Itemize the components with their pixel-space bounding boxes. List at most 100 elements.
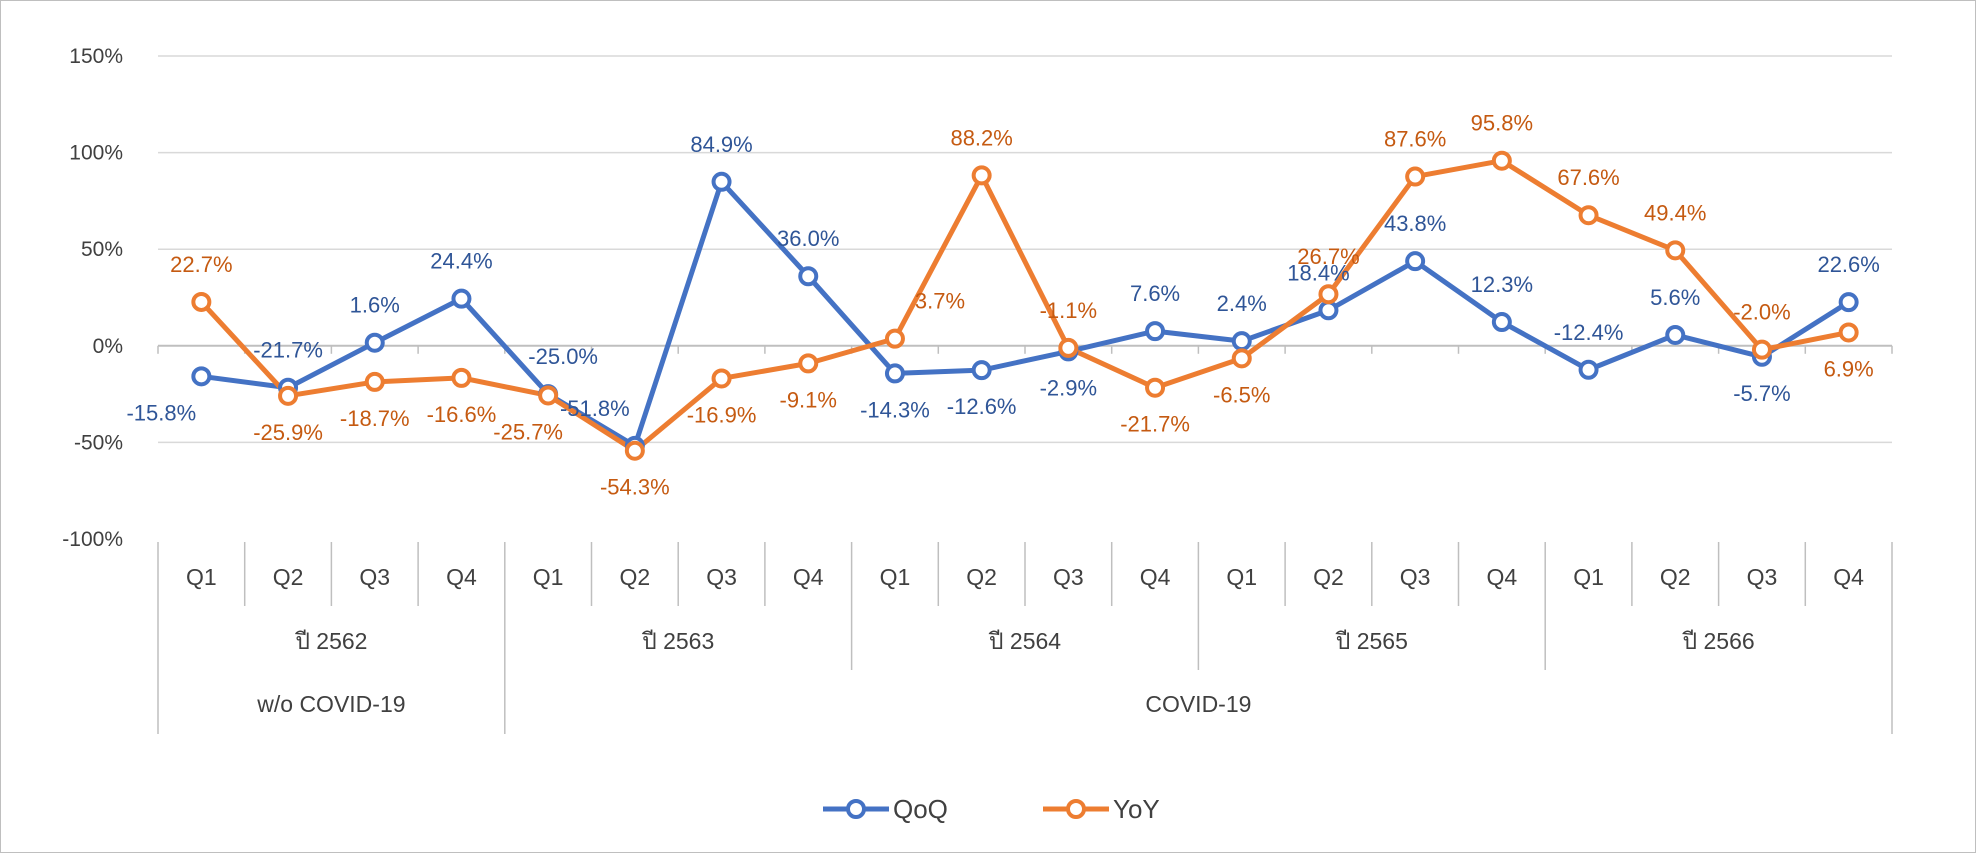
x-tick-label: Q1	[880, 564, 911, 590]
yoy-point	[798, 353, 819, 374]
yoy-data-label: 67.6%	[1557, 165, 1619, 190]
yoy-data-label: -16.9%	[687, 402, 757, 427]
qoq-data-label: -51.8%	[560, 396, 630, 421]
x-tick-label: Q2	[1313, 564, 1344, 590]
qoq-point	[1838, 292, 1859, 313]
y-axis-ticks: 150% 100% 50% 0% -50% -100%	[62, 45, 123, 551]
qoq-point	[1405, 251, 1426, 272]
x-tick-label: Q1	[1573, 564, 1604, 590]
qoq-point	[1231, 331, 1252, 352]
qoq-point	[711, 171, 732, 192]
qoq-data-label: -12.6%	[947, 394, 1017, 419]
qoq-point	[1665, 324, 1686, 345]
qoq-data-label: -12.4%	[1554, 320, 1624, 345]
qoq-point	[1491, 312, 1512, 333]
qoq-data-label: -15.8%	[126, 400, 196, 425]
yoy-point	[1145, 377, 1166, 398]
qoq-data-label: -2.9%	[1040, 375, 1097, 400]
qoq-point	[1318, 300, 1339, 321]
yoy-data-label: -1.1%	[1040, 298, 1097, 323]
yoy-data-label: 87.6%	[1384, 127, 1446, 152]
x-tick-label: Q1	[186, 564, 217, 590]
yoy-point	[451, 367, 472, 388]
y-tick-label: 150%	[69, 45, 123, 68]
x-tick-label: Q4	[446, 564, 477, 590]
qoq-line	[201, 179, 1850, 449]
legend-label: YoY	[1113, 794, 1160, 824]
yoy-data-label: -6.5%	[1213, 382, 1270, 407]
qoq-data-label: -25.0%	[528, 344, 598, 369]
yoy-point	[1231, 348, 1252, 369]
legend: QoQ YoY	[823, 794, 1160, 824]
x-tick-label: Q3	[1053, 564, 1084, 590]
qoq-data-label: 18.4%	[1287, 260, 1349, 285]
yoy-data-label: 26.7%	[1297, 244, 1359, 269]
x-tick-label: Q2	[1660, 564, 1691, 590]
year-group-label: ปี 2566	[1682, 628, 1755, 654]
series-lines	[191, 150, 1859, 461]
qoq-data-label: 22.6%	[1817, 252, 1879, 277]
period-group-label: w/o COVID-19	[256, 691, 405, 717]
x-tick-label: Q1	[1226, 564, 1257, 590]
qoq-data-label: -14.3%	[860, 397, 930, 422]
x-tick-label: Q2	[966, 564, 997, 590]
qoq-data-label: 5.6%	[1650, 285, 1700, 310]
yoy-point	[364, 371, 385, 392]
x-tick-label: Q4	[1833, 564, 1864, 590]
yoy-point	[884, 328, 905, 349]
yoy-data-label: -18.7%	[340, 406, 410, 431]
yoy-point	[971, 165, 992, 186]
y-tick-label: 50%	[81, 238, 123, 261]
yoy-point	[1838, 322, 1859, 343]
x-tick-label: Q2	[273, 564, 304, 590]
data-labels: -15.8% -21.7% 1.6% 24.4% -25.0% -51.8% 84.9% 36…	[126, 111, 1879, 500]
qoq-data-label: 2.4%	[1217, 291, 1267, 316]
year-group-label: ปี 2565	[1335, 628, 1408, 654]
qoq-point	[1145, 321, 1166, 342]
x-axis: Q1 Q2 Q3 Q4 Q1 Q2 Q3 Q4 Q1 Q2 Q3 Q4 Q1 Q2 Q3 Q4 Q1 Q2 Q3 Q4…	[157, 542, 1893, 734]
qoq-data-label: 1.6%	[350, 293, 400, 318]
period-group-label: COVID-19	[1145, 691, 1251, 717]
yoy-line	[199, 158, 1850, 454]
qoq-point	[451, 288, 472, 309]
yoy-point	[1491, 150, 1512, 171]
x-tick-label: Q3	[1747, 564, 1778, 590]
yoy-data-label: -25.9%	[253, 420, 323, 445]
qoq-point	[1578, 359, 1599, 380]
yoy-data-label: -54.3%	[600, 475, 670, 500]
yoy-point	[538, 385, 559, 406]
yoy-point	[711, 368, 732, 389]
yoy-point	[1318, 284, 1339, 305]
y-tick-label: -100%	[62, 528, 123, 551]
yoy-point	[191, 291, 212, 312]
yoy-point	[1751, 339, 1772, 360]
yoy-data-label: -9.1%	[780, 387, 837, 412]
yoy-point	[1665, 240, 1686, 261]
qoq-point	[971, 360, 992, 381]
x-tick-label: Q2	[620, 564, 651, 590]
yoy-data-label: 3.7%	[915, 289, 965, 314]
x-tick-label: Q4	[793, 564, 824, 590]
x-tick-label: Q3	[1400, 564, 1431, 590]
year-group-label: ปี 2562	[295, 628, 368, 654]
y-tick-label: 0%	[93, 335, 123, 358]
yoy-data-label: 49.4%	[1644, 200, 1706, 225]
qoq-data-label: 43.8%	[1384, 211, 1446, 236]
year-group-label: ปี 2563	[641, 628, 714, 654]
y-tick-label: -50%	[74, 431, 123, 454]
x-tick-label: Q4	[1487, 564, 1518, 590]
year-group-label: ปี 2564	[988, 628, 1061, 654]
yoy-point	[624, 440, 645, 461]
yoy-point	[1058, 337, 1079, 358]
legend-swatch-marker	[846, 799, 866, 819]
x-tick-label: Q3	[359, 564, 390, 590]
yoy-point	[1405, 166, 1426, 187]
qoq-point	[884, 363, 905, 384]
qoq-data-label: 12.3%	[1471, 272, 1533, 297]
yoy-data-label: 95.8%	[1471, 111, 1533, 136]
x-tick-label: Q1	[533, 564, 564, 590]
qoq-data-label: 24.4%	[430, 249, 492, 274]
yoy-data-label: -21.7%	[1120, 412, 1190, 437]
